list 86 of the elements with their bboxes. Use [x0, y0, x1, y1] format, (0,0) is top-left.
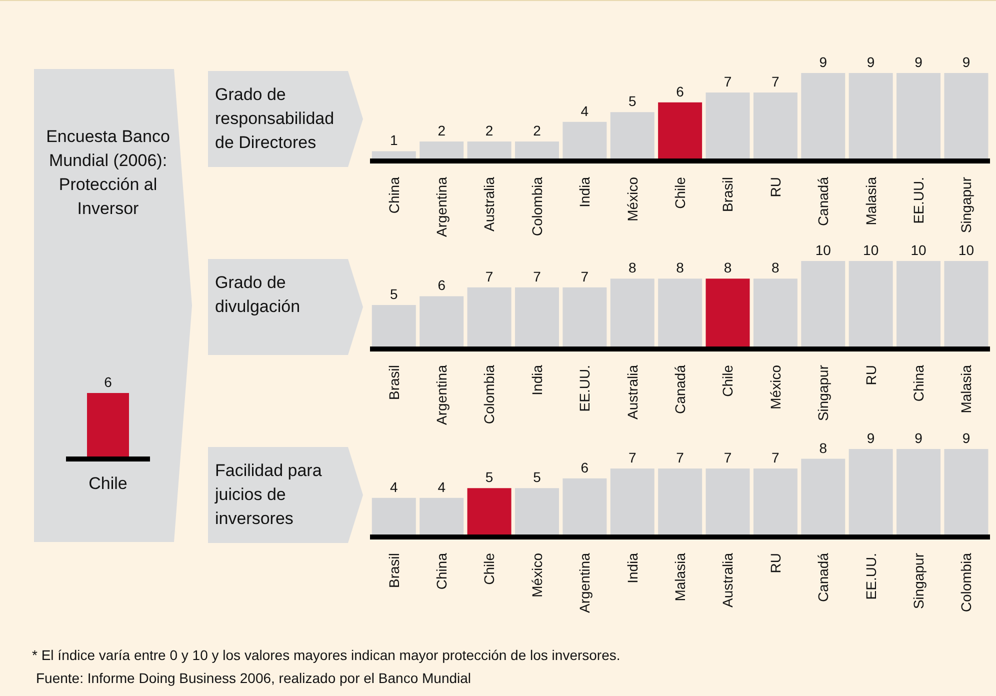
data-label: 8	[628, 260, 636, 276]
data-label: 5	[533, 469, 542, 486]
x-tick-label: Chile	[88, 474, 128, 493]
data-label: 2	[485, 122, 494, 138]
x-tick-label: RU	[767, 553, 784, 574]
data-label: 9	[962, 430, 970, 446]
x-tick-label: India	[624, 552, 640, 584]
x-tick-label: Canadá	[815, 176, 832, 226]
data-label: 4	[390, 478, 398, 495]
data-label: 5	[485, 469, 494, 486]
data-label: 9	[866, 54, 875, 70]
data-label: 10	[815, 242, 832, 258]
data-label: 4	[438, 478, 446, 495]
text: Facilidad para juicios de inversores	[215, 460, 323, 530]
data-label: 9	[866, 430, 875, 446]
data-label: 5	[390, 286, 398, 302]
data-label: 6	[438, 277, 446, 294]
data-label: 7	[580, 268, 589, 284]
data-label: 10	[863, 242, 879, 258]
data-label: 8	[772, 260, 780, 276]
x-tick-label: EE.UU.	[862, 553, 879, 600]
text: Grado de divulgación	[215, 272, 302, 318]
x-tick-label: RU	[767, 177, 784, 198]
data-label: 7	[533, 268, 542, 284]
data-label: 7	[724, 74, 732, 90]
x-tick-label: Chile	[720, 364, 736, 397]
x-tick-label: Brasil	[386, 365, 402, 400]
x-tick-label: China	[910, 364, 926, 402]
data-label: 9	[914, 430, 923, 446]
x-tick-label: México	[624, 176, 640, 222]
x-tick-label: México	[767, 364, 784, 410]
data-label: 10	[958, 242, 974, 258]
data-label: 9	[914, 54, 923, 70]
x-tick-label: Malasia	[862, 176, 879, 226]
x-tick-label: Malasia	[672, 552, 688, 602]
x-tick-label: Chile	[672, 176, 688, 209]
data-label: 7	[628, 450, 636, 466]
x-tick-label: Australia	[624, 364, 640, 420]
x-tick-label: Brasil	[720, 177, 736, 212]
x-tick-label: Argentina	[576, 552, 593, 613]
data-label: 6	[676, 83, 684, 100]
data-label: 7	[772, 74, 780, 90]
data-label: 8	[676, 260, 684, 276]
x-tick-label: Malasia	[958, 364, 974, 414]
data-label: 9	[819, 54, 828, 70]
data-label: 6	[104, 374, 112, 390]
text: * El índice varía entre 0 y 10 y los valores mayores indican mayor protección de los inversores.	[32, 647, 620, 663]
x-tick-label: Chile	[481, 552, 498, 585]
x-tick-label: Singapur	[815, 364, 832, 422]
x-tick-label: Argentina	[434, 364, 450, 425]
data-label: 10	[910, 242, 927, 258]
data-label: 8	[819, 440, 828, 456]
data-label: 7	[676, 450, 684, 466]
data-label: 8	[724, 260, 732, 276]
x-tick-label: EE.UU.	[910, 177, 926, 224]
x-tick-label: Singapur	[958, 176, 974, 234]
x-tick-label: China	[386, 176, 402, 214]
x-tick-label: EE.UU.	[576, 365, 593, 412]
x-tick-label: Colombia	[481, 364, 498, 424]
source-note: Fuente: Informe Doing Business 2006, realizado por el Banco Mundial	[36, 670, 472, 686]
x-tick-label: India	[576, 176, 593, 208]
data-label: 7	[485, 268, 494, 284]
x-tick-label: Brasil	[386, 553, 402, 588]
data-label: 6	[580, 459, 589, 476]
x-tick-label: Argentina	[434, 176, 450, 237]
x-tick-label: Canadá	[672, 364, 688, 414]
x-tick-label: Canadá	[815, 552, 832, 602]
x-tick-label: RU	[862, 365, 879, 386]
data-label: 9	[962, 54, 970, 70]
x-tick-label: México	[528, 552, 545, 598]
data-label: 7	[772, 450, 780, 466]
x-tick-label: Australia	[720, 552, 736, 608]
data-label: 7	[724, 450, 732, 466]
x-tick-label: Colombia	[528, 176, 545, 236]
x-tick-label: Australia	[481, 176, 498, 232]
x-tick-label: Colombia	[958, 552, 974, 612]
data-label: 2	[438, 122, 446, 138]
text: Grado de responsabilidad de Directores	[215, 84, 336, 154]
chart-title: Encuesta Banco Mundial (2006): Protección al Inversor	[45, 126, 171, 220]
data-label: 5	[628, 93, 636, 110]
data-label: 2	[533, 122, 542, 138]
data-label: 1	[390, 132, 398, 148]
x-tick-label: India	[528, 364, 545, 396]
x-tick-label: China	[434, 552, 450, 590]
x-tick-label: Singapur	[910, 552, 926, 610]
data-label: 4	[580, 102, 589, 119]
